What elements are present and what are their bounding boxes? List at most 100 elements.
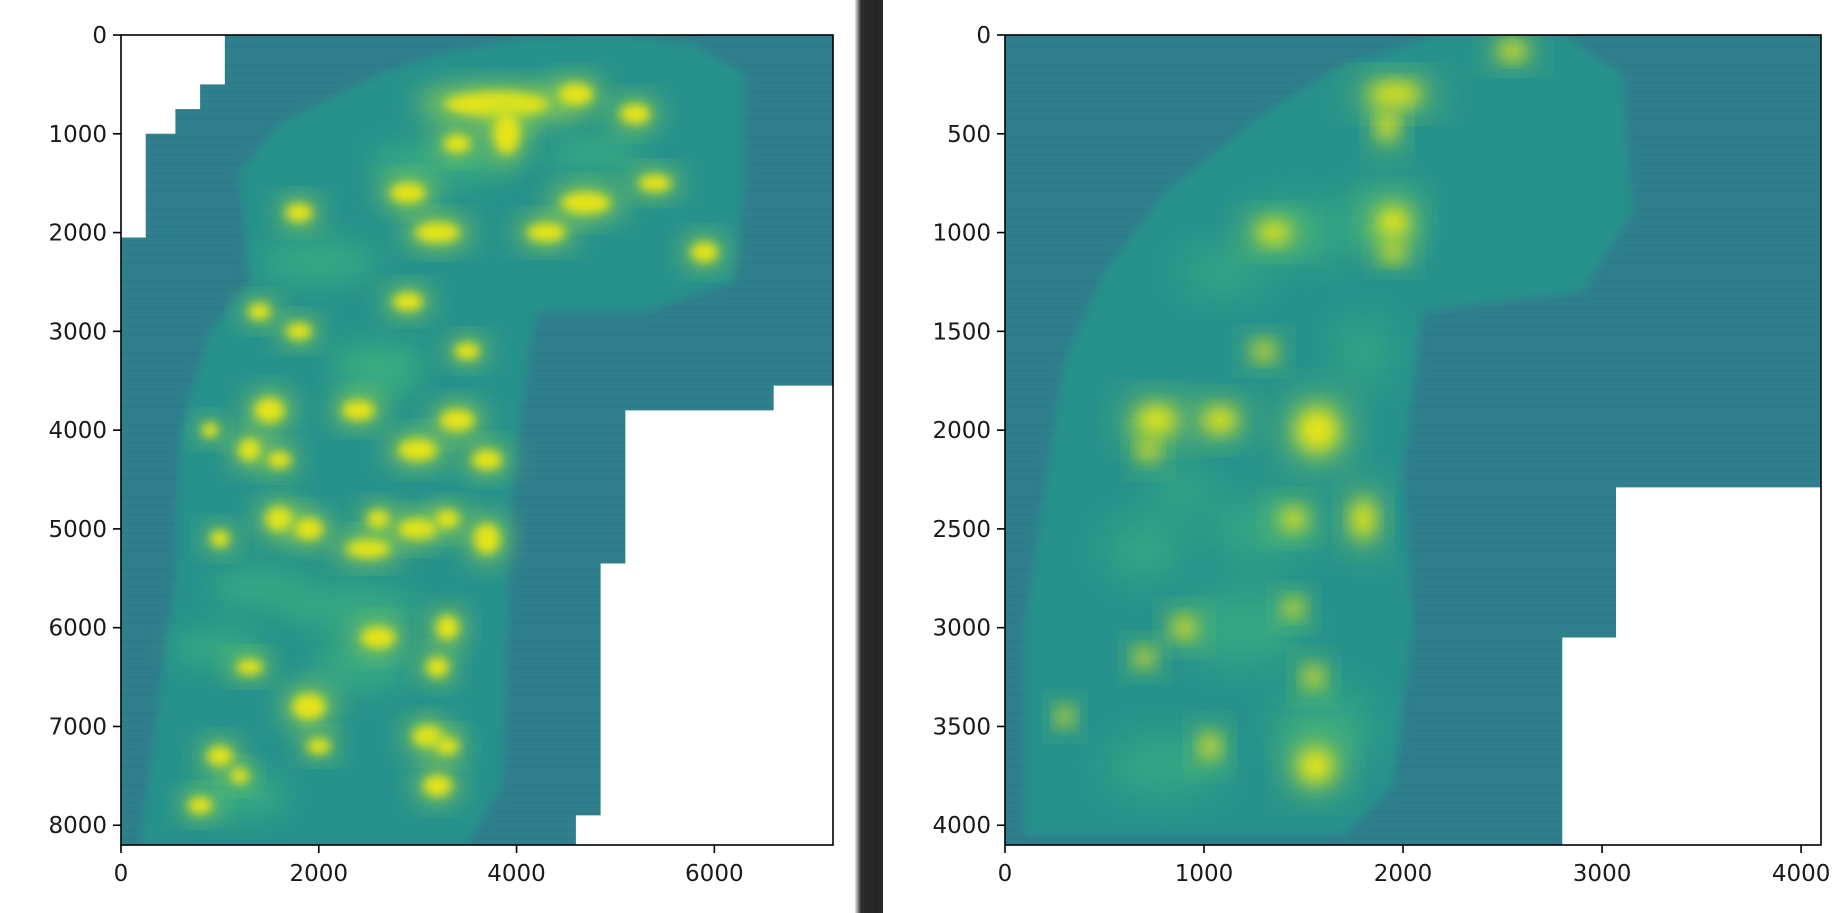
- x-tick-label: 2000: [290, 861, 349, 887]
- ink-blob: [561, 192, 611, 214]
- ink-blob: [1382, 243, 1404, 262]
- ink-blob: [285, 203, 313, 222]
- ink-blob: [1135, 648, 1154, 667]
- ink-blob: [472, 450, 502, 470]
- ink-blob: [1203, 408, 1237, 433]
- signal-blob: [308, 641, 408, 693]
- y-tick-label: 4000: [932, 813, 991, 839]
- signal-blob: [279, 583, 418, 633]
- ink-blob: [210, 530, 230, 547]
- masked-region: [1562, 487, 1821, 845]
- masked-region: [121, 35, 225, 238]
- y-tick-label: 8000: [48, 813, 107, 839]
- ink-blob: [389, 183, 426, 203]
- y-tick-label: 0: [976, 23, 991, 49]
- ink-blob: [286, 323, 312, 340]
- ink-blob: [1352, 499, 1374, 539]
- heatmap-image: [1005, 35, 1821, 845]
- ink-blob: [294, 518, 323, 540]
- right-plot-panel: 0 1000 2000 3000 4000 0 500 1000 1500 2000 2500 300…: [883, 0, 1848, 913]
- ink-blob: [1139, 439, 1158, 461]
- y-tick-label: 1000: [48, 122, 107, 148]
- axes-frame: [120, 34, 834, 846]
- y-tick-label: 7000: [48, 714, 107, 740]
- signal-blob: [1154, 463, 1214, 516]
- ink-blob: [691, 242, 718, 262]
- ink-blob: [345, 539, 391, 558]
- ink-blob: [435, 510, 460, 528]
- signal-blob: [546, 133, 646, 174]
- x-tick-label: 1000: [1175, 861, 1234, 887]
- signal-blob: [1180, 248, 1268, 296]
- x-tick-label: 0: [998, 861, 1013, 887]
- ink-blob: [1378, 111, 1397, 141]
- ink-blob: [1284, 599, 1303, 617]
- ink-blob: [1281, 508, 1306, 530]
- left-plot-panel: 0 2000 4000 6000 0 1000 2000 3000 4000 5000 6000 70…: [0, 0, 855, 913]
- ink-blob: [1201, 734, 1219, 759]
- ink-blob: [1499, 41, 1526, 60]
- masked-region: [575, 385, 833, 845]
- left-heatmap-chart: 0 2000 4000 6000 0 1000 2000 3000 4000 5000 6000 70…: [48, 23, 834, 887]
- ink-blob: [398, 519, 437, 539]
- ink-blob: [474, 523, 500, 554]
- y-tick-label: 2000: [48, 221, 107, 247]
- ink-blob: [1378, 207, 1409, 238]
- ink-blob: [265, 507, 293, 531]
- y-tick-label: 500: [947, 122, 991, 148]
- signal-blob: [1273, 686, 1374, 766]
- ink-blob: [620, 104, 651, 124]
- ink-blob: [1299, 749, 1332, 783]
- signal-blob: [1104, 517, 1185, 581]
- ink-blob: [1173, 617, 1195, 639]
- ink-blob: [398, 439, 437, 461]
- y-tick-label: 2500: [932, 517, 991, 543]
- ink-blob: [454, 342, 480, 360]
- y-tick-label: 0: [92, 23, 107, 49]
- ink-blob: [1257, 222, 1291, 243]
- y-tick-label: 3500: [932, 714, 991, 740]
- ink-blob: [526, 223, 566, 242]
- ink-blob: [494, 113, 520, 154]
- ink-blob: [342, 400, 375, 420]
- ink-blob: [254, 398, 285, 423]
- ink-blob: [1369, 83, 1421, 105]
- y-tick-label: 6000: [48, 616, 107, 642]
- ink-blob: [415, 222, 460, 243]
- ink-blob: [444, 92, 549, 116]
- ink-blob: [440, 409, 475, 431]
- ink-blob: [306, 738, 331, 754]
- x-tick-label: 4000: [1772, 861, 1831, 887]
- heatmap-image: [121, 35, 833, 845]
- ink-blob: [443, 134, 471, 153]
- signal-blob: [1104, 736, 1224, 796]
- ink-blob: [236, 659, 263, 675]
- ink-blob: [361, 627, 396, 648]
- ink-blob: [1057, 707, 1073, 726]
- ink-blob: [267, 451, 292, 468]
- signal-blob: [210, 566, 309, 610]
- y-tick-label: 2000: [932, 418, 991, 444]
- y-tick-label: 3000: [932, 616, 991, 642]
- ink-blob: [366, 510, 390, 528]
- x-tick-label: 4000: [487, 861, 546, 887]
- ink-blob: [188, 797, 212, 814]
- ink-blob: [207, 746, 233, 766]
- y-tick-label: 1000: [932, 221, 991, 247]
- ink-blob: [1304, 666, 1323, 688]
- ink-blob: [558, 83, 593, 105]
- x-tick-label: 6000: [685, 861, 744, 887]
- ink-blob: [392, 292, 423, 311]
- ink-blob: [248, 303, 271, 320]
- signal-blob: [338, 360, 418, 401]
- signal-blob: [259, 238, 379, 286]
- ink-blob: [638, 175, 672, 192]
- axes-frame: [1004, 34, 1822, 846]
- y-tick-label: 4000: [48, 418, 107, 444]
- ink-blob: [426, 657, 449, 677]
- x-tick-label: 3000: [1573, 861, 1632, 887]
- ink-blob: [436, 738, 459, 755]
- y-tick-label: 5000: [48, 517, 107, 543]
- right-heatmap-chart: 0 1000 2000 3000 4000 0 500 1000 1500 2000 2500 300…: [932, 23, 1831, 887]
- y-tick-label: 1500: [932, 319, 991, 345]
